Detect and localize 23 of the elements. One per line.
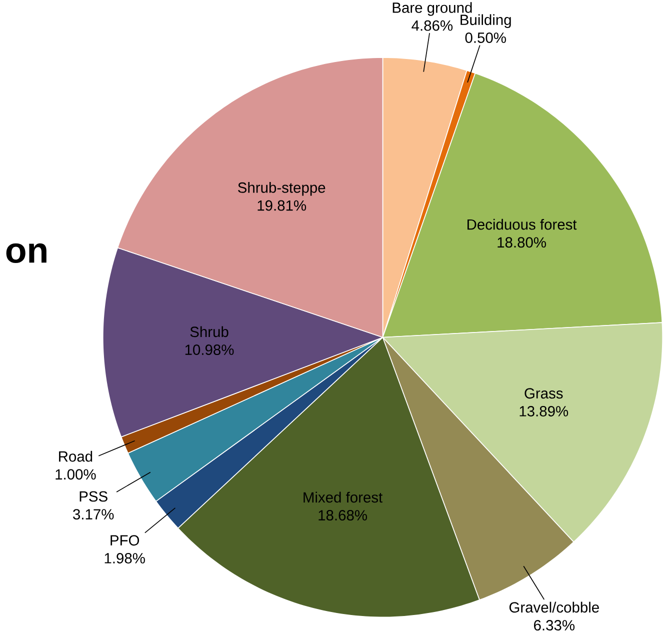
slice-label: Shrub-steppe — [238, 182, 326, 196]
slice-label: Building — [460, 14, 511, 28]
data-label: 13.89% — [520, 406, 568, 417]
data-label: 1.98% — [104, 553, 145, 564]
data-label: 19.81% — [258, 200, 306, 211]
data-label: 18.80% — [498, 237, 546, 248]
slice-label: Gravel/cobble — [509, 602, 599, 613]
slice-label: Grass — [524, 388, 563, 399]
data-label: 10.98% — [185, 344, 234, 356]
slice-label: PFO — [110, 535, 140, 546]
data-label: 6.33% — [534, 620, 575, 631]
data-label: 3.17% — [73, 509, 114, 520]
slice-label: Deciduous forest — [467, 219, 577, 230]
slice-label: Mixed forest — [304, 492, 383, 503]
data-label: 18.68% — [318, 510, 367, 521]
data-label: 1.00% — [56, 469, 96, 480]
slice-label: Shrub — [190, 326, 228, 338]
text: on — [6, 244, 46, 264]
data-label: 4.86% — [412, 20, 453, 32]
slice-label: Road — [59, 451, 92, 462]
slice-label: Bare ground — [392, 2, 472, 16]
slice-label: PSS — [80, 491, 108, 502]
data-label: 0.50% — [465, 32, 506, 44]
